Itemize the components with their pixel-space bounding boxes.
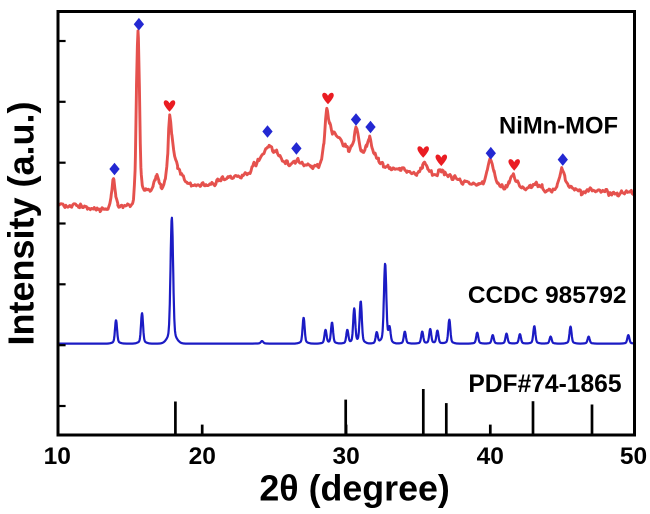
svg-text:PDF#74-1865: PDF#74-1865 (468, 371, 621, 398)
svg-text:20: 20 (189, 443, 216, 470)
svg-text:40: 40 (477, 443, 504, 470)
svg-text:2θ (degree): 2θ (degree) (259, 469, 449, 509)
svg-text:CCDC 985792: CCDC 985792 (468, 282, 627, 309)
svg-text:50: 50 (620, 443, 647, 470)
svg-text:Intensity (a.u.): Intensity (a.u.) (1, 101, 42, 345)
svg-text:30: 30 (332, 443, 359, 470)
svg-text:10: 10 (44, 443, 71, 470)
svg-text:NiMn-MOF: NiMn-MOF (499, 113, 618, 140)
